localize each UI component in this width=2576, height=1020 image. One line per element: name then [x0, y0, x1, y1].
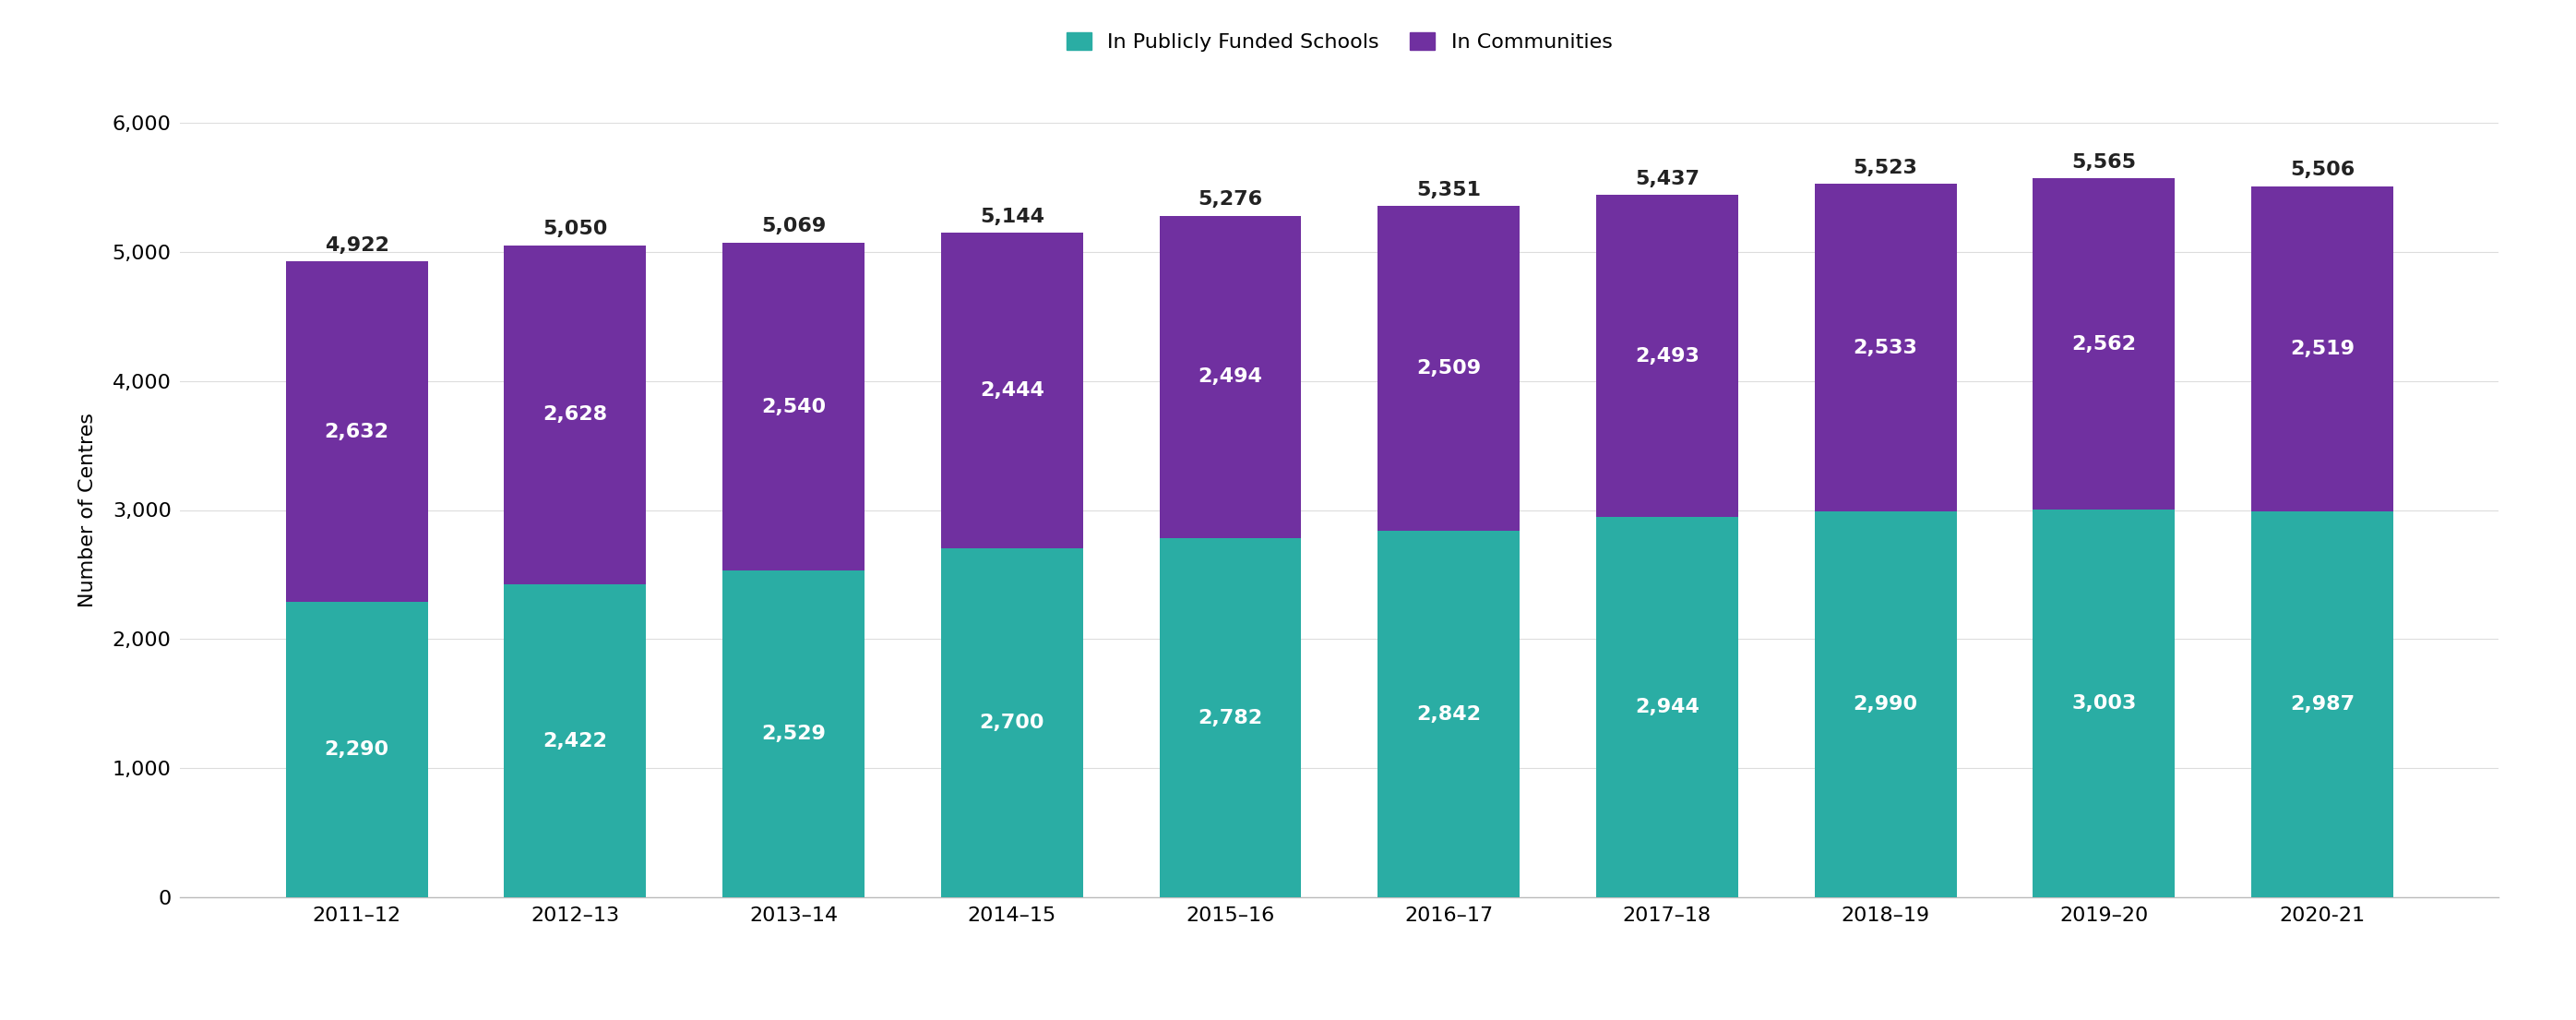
Legend: In Publicly Funded Schools, In Communities: In Publicly Funded Schools, In Communiti…: [1066, 32, 1613, 52]
Bar: [286, 602, 428, 898]
Text: 2,494: 2,494: [1198, 368, 1262, 387]
Bar: [721, 243, 866, 571]
Text: 2,422: 2,422: [544, 732, 608, 751]
Bar: [505, 245, 647, 584]
Text: 5,437: 5,437: [1636, 169, 1700, 188]
Bar: [1814, 511, 1958, 898]
Bar: [2032, 510, 2174, 898]
Bar: [721, 571, 866, 898]
Bar: [1159, 216, 1301, 539]
Text: 2,632: 2,632: [325, 422, 389, 441]
Text: 2,529: 2,529: [762, 725, 827, 744]
Bar: [1597, 195, 1739, 517]
Text: 2,444: 2,444: [979, 381, 1043, 400]
Bar: [940, 549, 1082, 898]
Bar: [940, 233, 1082, 549]
Text: 2,493: 2,493: [1636, 347, 1700, 365]
Text: 2,782: 2,782: [1198, 709, 1262, 727]
Text: 2,540: 2,540: [760, 398, 827, 416]
Text: 2,700: 2,700: [979, 714, 1043, 732]
Text: 5,276: 5,276: [1198, 191, 1262, 209]
Text: 2,944: 2,944: [1636, 698, 1700, 717]
Bar: [286, 262, 428, 602]
Text: 5,050: 5,050: [544, 219, 608, 238]
Bar: [2032, 178, 2174, 510]
Text: 5,351: 5,351: [1417, 181, 1481, 199]
Bar: [1159, 539, 1301, 898]
Text: 2,987: 2,987: [2290, 696, 2354, 714]
Text: 5,069: 5,069: [760, 217, 827, 236]
Text: 5,565: 5,565: [2071, 153, 2136, 171]
Bar: [1814, 184, 1958, 511]
Text: 2,562: 2,562: [2071, 335, 2136, 353]
Text: 2,842: 2,842: [1417, 705, 1481, 723]
Text: 2,509: 2,509: [1417, 359, 1481, 377]
Text: 5,523: 5,523: [1852, 158, 1917, 176]
Y-axis label: Number of Centres: Number of Centres: [77, 413, 98, 607]
Text: 5,144: 5,144: [979, 207, 1043, 225]
Bar: [1597, 517, 1739, 898]
Text: 4,922: 4,922: [325, 236, 389, 255]
Text: 5,506: 5,506: [2290, 161, 2354, 180]
Bar: [1378, 530, 1520, 898]
Text: 3,003: 3,003: [2071, 695, 2136, 713]
Bar: [505, 584, 647, 898]
Text: 2,533: 2,533: [1852, 339, 1917, 357]
Text: 2,990: 2,990: [1852, 696, 1919, 714]
Bar: [2251, 512, 2393, 898]
Bar: [2251, 187, 2393, 512]
Text: 2,628: 2,628: [544, 406, 608, 424]
Text: 2,290: 2,290: [325, 741, 389, 759]
Text: 2,519: 2,519: [2290, 340, 2354, 358]
Bar: [1378, 206, 1520, 530]
